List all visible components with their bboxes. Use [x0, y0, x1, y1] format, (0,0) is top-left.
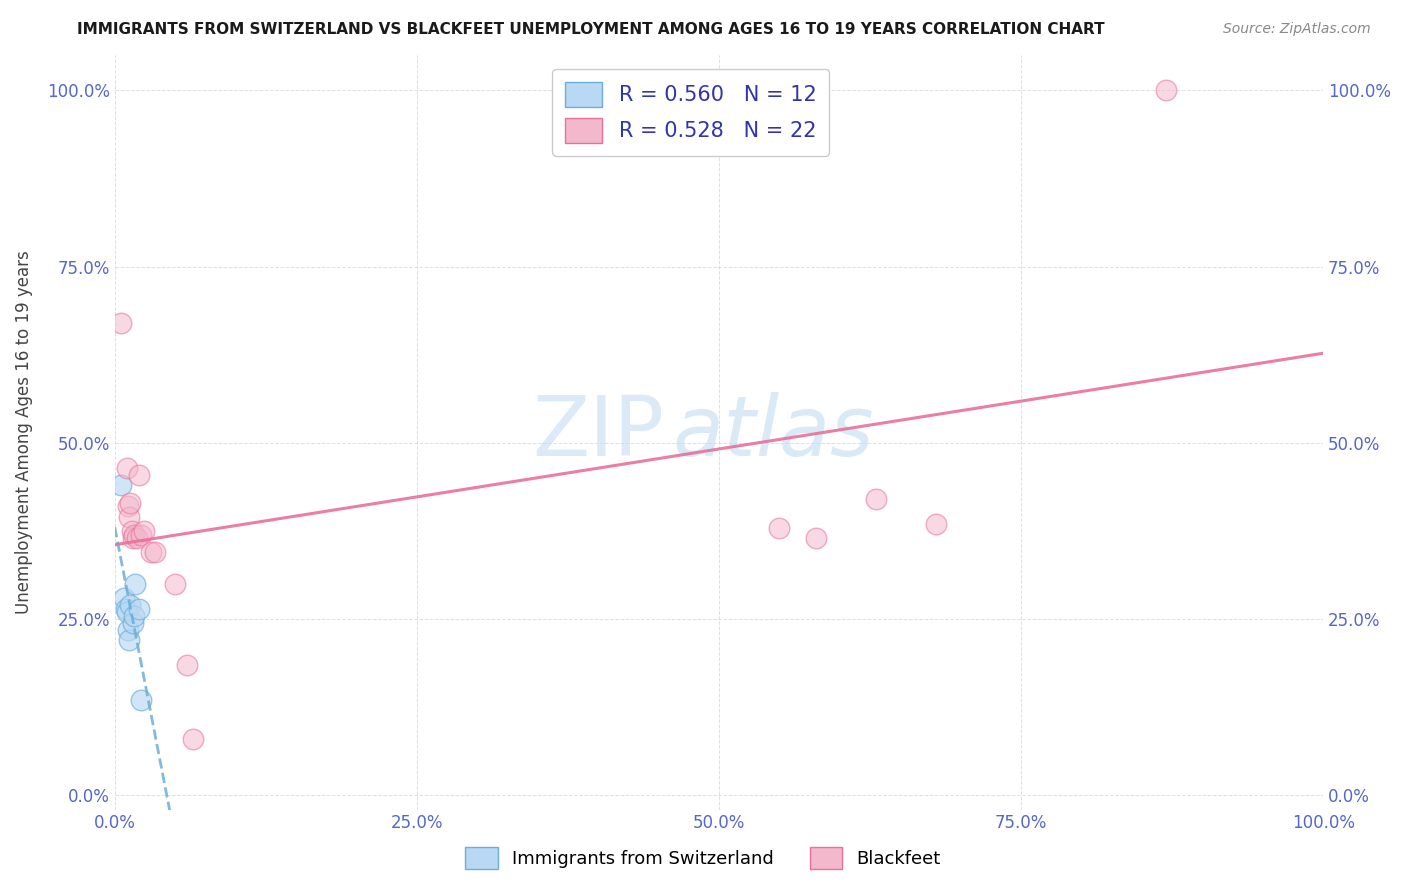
- Point: [132, 524, 155, 538]
- Point: [110, 316, 132, 330]
- Point: [131, 693, 153, 707]
- Point: [121, 524, 143, 538]
- Point: [117, 500, 139, 514]
- Point: [925, 516, 948, 531]
- Point: [122, 531, 145, 545]
- Point: [117, 623, 139, 637]
- Point: [118, 510, 141, 524]
- Point: [165, 577, 187, 591]
- Point: [143, 545, 166, 559]
- Point: [128, 601, 150, 615]
- Text: ZIP: ZIP: [533, 392, 665, 473]
- Point: [865, 492, 887, 507]
- Point: [124, 577, 146, 591]
- Point: [131, 527, 153, 541]
- Point: [115, 605, 138, 619]
- Point: [804, 531, 827, 545]
- Legend: R = 0.560   N = 12, R = 0.528   N = 22: R = 0.560 N = 12, R = 0.528 N = 22: [553, 70, 830, 155]
- Y-axis label: Unemployment Among Ages 16 to 19 years: Unemployment Among Ages 16 to 19 years: [15, 251, 32, 615]
- Point: [139, 545, 162, 559]
- Point: [1154, 83, 1177, 97]
- Point: [115, 460, 138, 475]
- Point: [768, 520, 790, 534]
- Point: [176, 658, 198, 673]
- Point: [125, 531, 148, 545]
- Text: Source: ZipAtlas.com: Source: ZipAtlas.com: [1223, 22, 1371, 37]
- Point: [122, 527, 145, 541]
- Point: [110, 478, 132, 492]
- Legend: Immigrants from Switzerland, Blackfeet: Immigrants from Switzerland, Blackfeet: [458, 839, 948, 876]
- Point: [118, 633, 141, 648]
- Point: [128, 467, 150, 482]
- Point: [122, 615, 145, 630]
- Point: [181, 732, 204, 747]
- Point: [122, 608, 145, 623]
- Point: [114, 601, 136, 615]
- Point: [112, 591, 135, 605]
- Text: IMMIGRANTS FROM SWITZERLAND VS BLACKFEET UNEMPLOYMENT AMONG AGES 16 TO 19 YEARS : IMMIGRANTS FROM SWITZERLAND VS BLACKFEET…: [77, 22, 1105, 37]
- Text: atlas: atlas: [673, 392, 875, 473]
- Point: [120, 496, 142, 510]
- Point: [120, 598, 142, 612]
